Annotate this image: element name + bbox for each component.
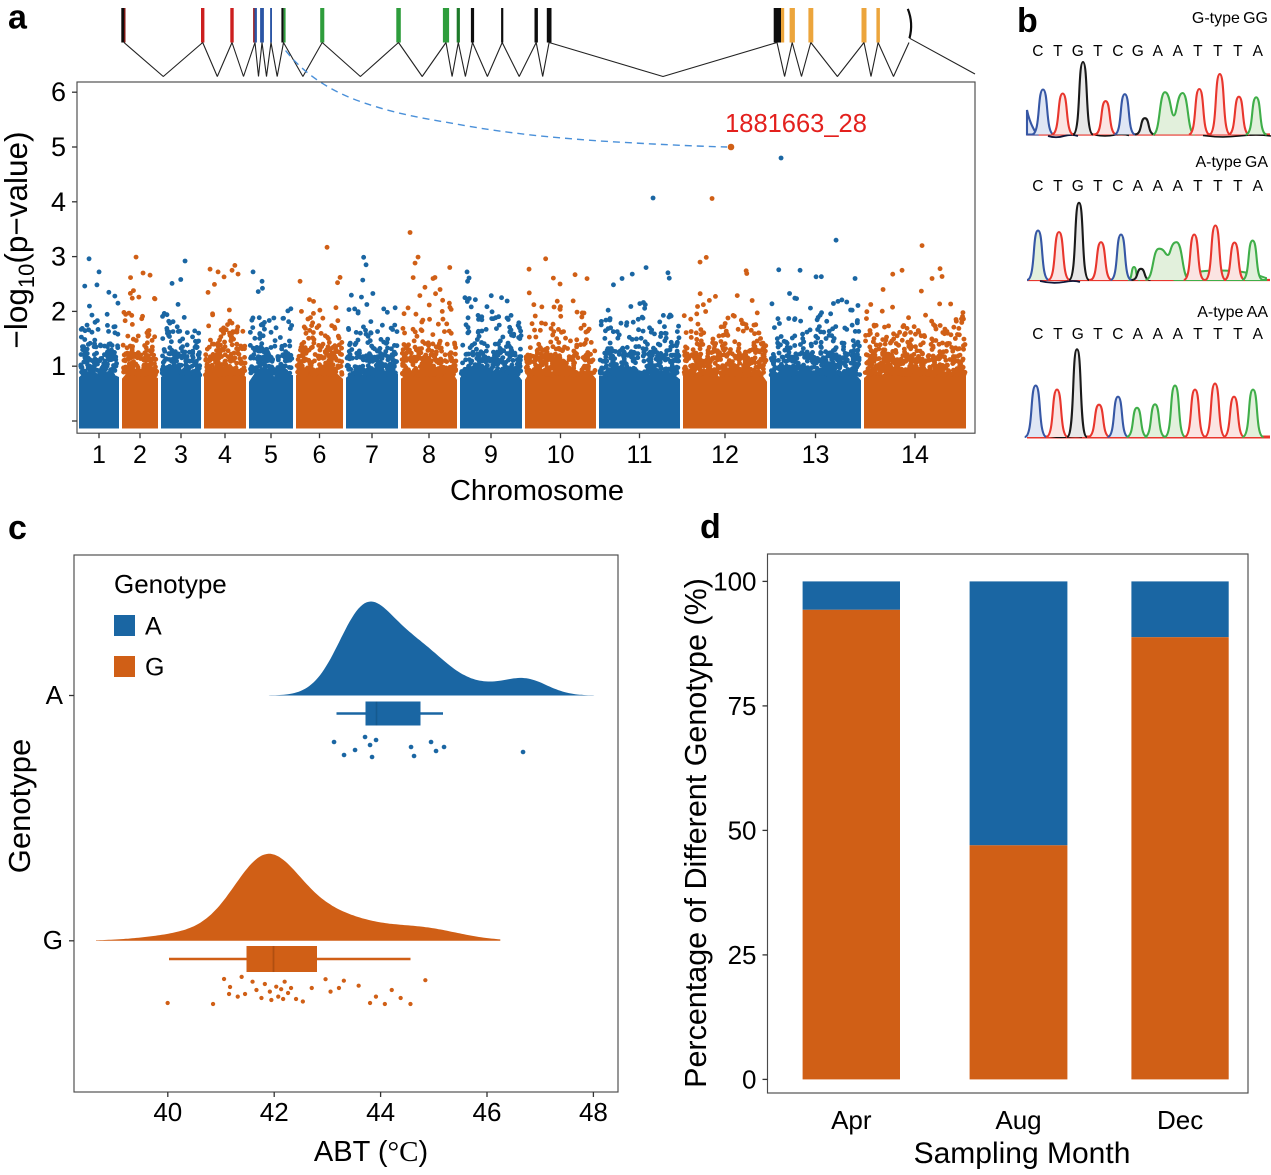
svg-text:3: 3 [51,242,66,272]
svg-text:44: 44 [366,1097,395,1127]
svg-text:5: 5 [264,441,278,469]
svg-text:G: G [1072,326,1084,343]
svg-text:A: A [1253,326,1264,343]
svg-text:Sampling Month: Sampling Month [914,1137,1131,1170]
svg-text:G: G [43,925,63,955]
svg-text:Genotype: Genotype [114,569,227,599]
svg-text:C: C [1112,178,1123,195]
svg-text:T: T [1193,178,1203,195]
svg-text:C: C [1112,43,1123,60]
svg-text:T: T [1233,326,1243,343]
svg-text:11: 11 [627,441,653,469]
svg-text:A: A [1153,43,1164,60]
svg-text:A: A [1133,326,1144,343]
svg-text:13: 13 [802,441,830,469]
svg-text:C: C [1032,178,1043,195]
svg-text:T: T [1193,43,1203,60]
svg-text:10: 10 [547,441,575,469]
svg-text:G-type GG: G-type GG [1192,10,1268,27]
svg-text:ABT (°C): ABT (°C) [314,1136,428,1168]
svg-text:T: T [1093,178,1103,195]
svg-text:0: 0 [742,1064,756,1094]
svg-text:Apr: Apr [831,1105,872,1135]
svg-text:48: 48 [579,1097,608,1127]
svg-text:A: A [1173,43,1184,60]
svg-text:Genotype: Genotype [2,739,37,873]
svg-text:A: A [145,613,162,641]
svg-text:A: A [46,680,64,710]
svg-text:1: 1 [92,441,106,469]
svg-text:C: C [1032,43,1043,60]
svg-text:Aug: Aug [995,1105,1041,1135]
svg-text:T: T [1213,43,1223,60]
svg-text:C: C [1112,326,1123,343]
svg-text:A: A [1133,178,1144,195]
svg-text:7: 7 [365,441,379,469]
svg-text:A: A [1173,178,1184,195]
svg-text:46: 46 [473,1097,502,1127]
svg-text:T: T [1053,178,1063,195]
svg-text:3: 3 [174,441,188,469]
svg-text:a: a [8,0,28,37]
svg-text:T: T [1233,43,1243,60]
svg-text:4: 4 [51,187,66,217]
svg-text:c: c [8,509,27,547]
svg-text:G: G [145,654,164,682]
svg-text:T: T [1233,178,1243,195]
svg-text:2: 2 [51,296,66,326]
svg-text:b: b [1017,2,1038,40]
svg-text:25: 25 [728,940,757,970]
svg-text:A-type GA: A-type GA [1195,154,1268,171]
svg-text:9: 9 [484,441,498,469]
svg-text:T: T [1093,43,1103,60]
svg-text:6: 6 [51,77,66,107]
svg-text:14: 14 [901,441,929,469]
svg-text:T: T [1053,326,1063,343]
svg-text:A: A [1153,178,1164,195]
svg-text:A: A [1253,178,1264,195]
svg-text:A-type AA: A-type AA [1197,304,1268,321]
svg-text:A: A [1253,43,1264,60]
svg-text:−log10(p−value): −log10(p−value) [0,131,39,348]
svg-text:42: 42 [260,1097,289,1127]
svg-text:2: 2 [133,441,147,469]
svg-text:C: C [1032,326,1043,343]
svg-text:4: 4 [218,441,232,469]
svg-text:6: 6 [313,441,327,469]
svg-text:T: T [1093,326,1103,343]
svg-text:G: G [1072,178,1084,195]
svg-text:1: 1 [51,351,66,381]
svg-text:Chromosome: Chromosome [450,475,624,507]
svg-text:40: 40 [153,1097,182,1127]
svg-text:T: T [1193,326,1203,343]
svg-text:A: A [1153,326,1164,343]
svg-text:T: T [1213,326,1223,343]
svg-text:T: T [1053,43,1063,60]
svg-text:Percentage of Different Genoty: Percentage of Different Genotype (%) [679,578,713,1088]
svg-text:Dec: Dec [1157,1105,1203,1135]
svg-text:100: 100 [713,566,756,596]
svg-text:5: 5 [51,132,66,162]
svg-text:G: G [1132,43,1144,60]
svg-text:1881663_28: 1881663_28 [725,110,867,138]
svg-text:50: 50 [728,815,757,845]
svg-text:G: G [1072,43,1084,60]
svg-text:8: 8 [422,441,436,469]
svg-text:75: 75 [728,691,757,721]
svg-text:A: A [1173,326,1184,343]
svg-text:T: T [1213,178,1223,195]
svg-text:12: 12 [711,441,739,469]
svg-text:d: d [700,508,721,546]
